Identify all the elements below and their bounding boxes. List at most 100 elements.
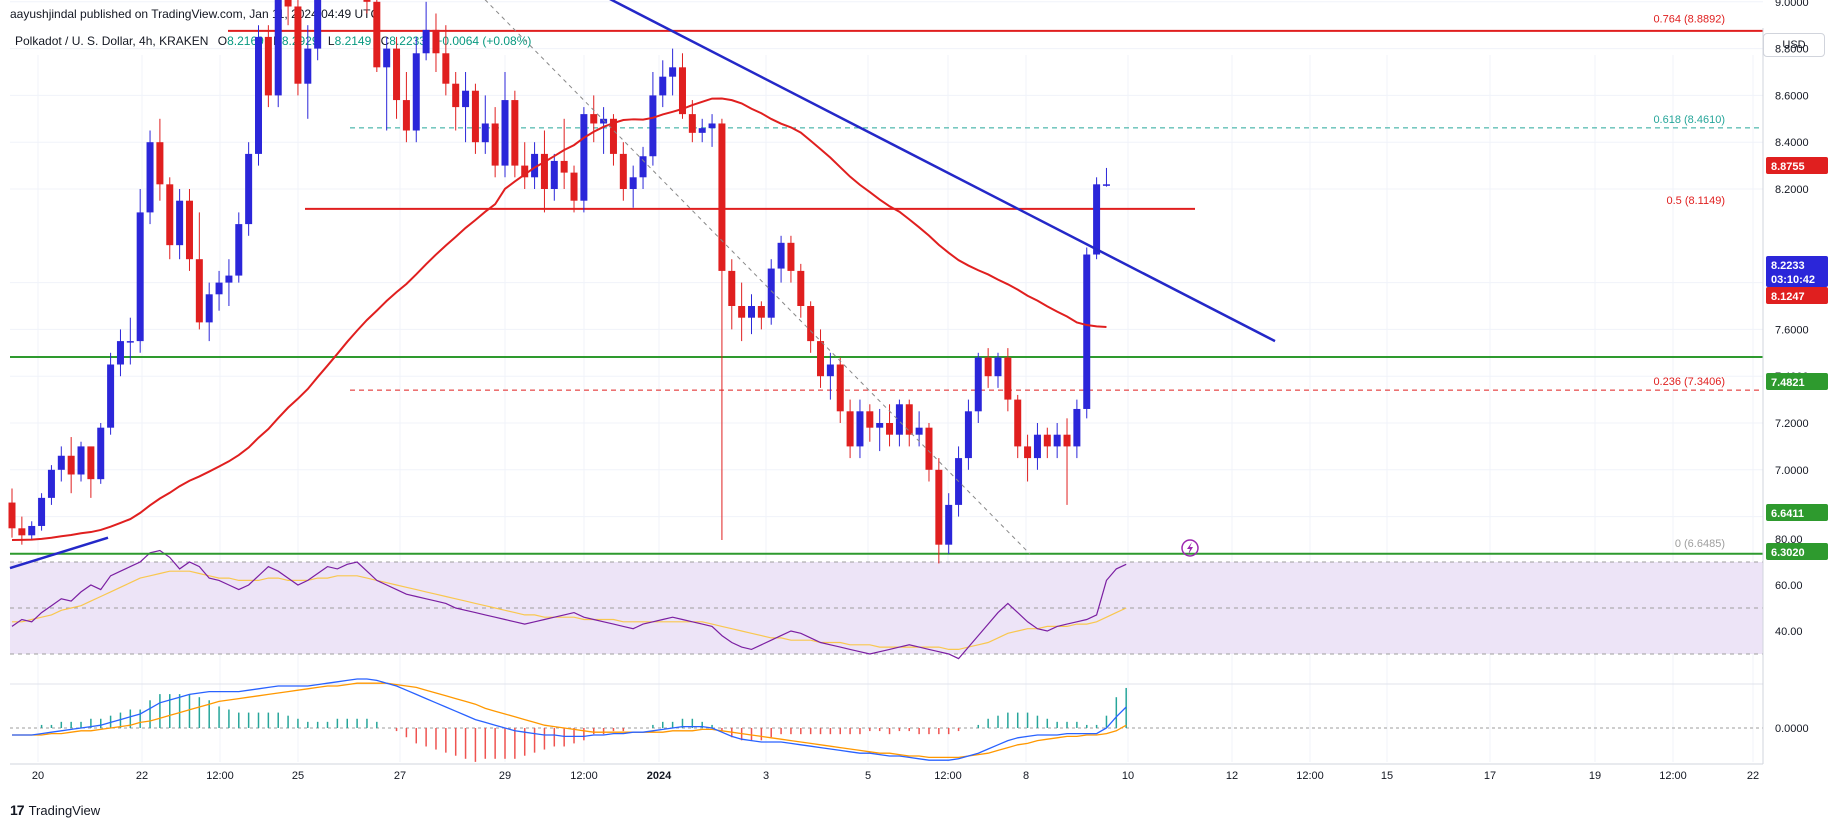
candle-body <box>876 423 884 428</box>
candle-body <box>925 427 933 470</box>
fib-label: 0.5 (8.1149) <box>1666 195 1725 207</box>
candle-body <box>264 36 272 96</box>
time-tick-label: 3 <box>763 770 769 782</box>
price-badge <box>1766 256 1828 273</box>
currency-button[interactable]: USD <box>1763 33 1825 57</box>
close-value: 8.2233 <box>389 34 426 48</box>
macd-line <box>12 678 1127 761</box>
candle-body <box>47 469 55 498</box>
candle-body <box>57 455 65 470</box>
candle-body <box>294 6 302 84</box>
candle-body <box>1033 434 1041 459</box>
publisher-line: aayushjindal published on TradingView.co… <box>10 7 380 21</box>
candle-body <box>471 90 479 143</box>
time-tick-label: 12:00 <box>570 770 598 782</box>
candle-body <box>590 114 598 124</box>
candle-body <box>422 29 430 54</box>
rsi-tick-label: 40.00 <box>1775 626 1803 638</box>
candle-body <box>185 200 193 260</box>
rsi-tick-label: 60.00 <box>1775 580 1803 592</box>
price-tick-label: 7.6000 <box>1775 324 1809 336</box>
candle-body <box>284 0 292 7</box>
time-tick-label: 29 <box>499 770 511 782</box>
candle-body <box>836 364 844 412</box>
fib-label: 0.764 (8.8892) <box>1653 14 1725 26</box>
uptrend-line <box>9 536 109 570</box>
candle-body <box>107 364 115 428</box>
candle-body <box>777 242 785 269</box>
candle-body <box>481 123 489 143</box>
price-tick-label: 8.6000 <box>1775 90 1809 102</box>
candle-body <box>649 95 657 157</box>
fib-label: 0.236 (7.3406) <box>1653 376 1725 388</box>
open-label: O <box>217 34 228 48</box>
candle-body <box>245 153 253 225</box>
time-tick-label: 27 <box>394 770 406 782</box>
fib-label: 0 (6.6485) <box>1675 538 1725 550</box>
rsi-pane <box>10 549 1763 660</box>
candle-body <box>767 268 775 318</box>
change-value: +0.0064 (+0.08%) <box>435 34 532 48</box>
time-tick-label: 22 <box>1747 770 1759 782</box>
price-badge-label: 03:10:42 <box>1771 274 1815 286</box>
candle-body <box>393 48 401 101</box>
open-value: 8.2169 <box>227 34 264 48</box>
candle-body <box>87 446 95 480</box>
candle-body <box>540 153 548 189</box>
time-tick-label: 5 <box>865 770 871 782</box>
downtrend-line <box>609 0 1276 343</box>
price-badge-label: 8.2233 <box>1771 260 1805 272</box>
price-tick-label: 8.4000 <box>1775 137 1809 149</box>
candle-body <box>846 411 854 447</box>
candle-body <box>974 357 982 412</box>
candle-body <box>826 364 834 377</box>
candle-body <box>688 114 696 133</box>
candle-body <box>67 455 75 475</box>
candle-body <box>1043 434 1051 447</box>
candle-body <box>1063 434 1071 447</box>
fib-diagonal <box>484 0 1031 555</box>
time-tick-label: 12 <box>1226 770 1238 782</box>
candle-body <box>807 306 815 342</box>
candle-body <box>1024 446 1032 459</box>
time-tick-label: 12:00 <box>1296 770 1324 782</box>
price-badge-label: 7.4821 <box>1771 377 1805 389</box>
price-badge-label: 8.8755 <box>1771 161 1805 173</box>
candle-body <box>669 67 677 77</box>
candle-body <box>235 224 243 276</box>
candle-body <box>915 427 923 435</box>
candle-body <box>97 427 105 480</box>
time-tick-label: 12:00 <box>206 770 234 782</box>
candle-body <box>678 67 686 115</box>
time-tick-label: 17 <box>1484 770 1496 782</box>
candle-body <box>895 404 903 435</box>
close-label: C <box>380 34 390 48</box>
candle-body <box>462 90 470 108</box>
lightning-icon[interactable] <box>1181 539 1199 557</box>
price-tick-label: 7.0000 <box>1775 465 1809 477</box>
time-axis: 20 22 12:00 25 27 29 12:00 2024 3 5 12:00 8 10 12 12:0… <box>10 763 1763 782</box>
candle-body <box>757 306 765 318</box>
candle-body <box>521 165 529 178</box>
candle-body <box>176 200 184 246</box>
low-label: L <box>327 34 335 48</box>
candle-body <box>452 83 460 108</box>
candle-body <box>225 275 233 283</box>
symbol-name: Polkadot / U. S. Dollar, 4h, KRAKEN <box>15 34 209 48</box>
price-chart[interactable]: 1 (9.5813)0.764 (8.8892)0.618 (8.4610)0.… <box>0 0 1835 800</box>
moving-average <box>11 97 1107 541</box>
time-tick-label: 15 <box>1381 770 1393 782</box>
candle-body <box>698 128 706 133</box>
candle-body <box>659 76 667 96</box>
fib-labels: 1 (9.5813)0.764 (8.8892)0.618 (8.4610)0.… <box>1653 14 1725 550</box>
candle-body <box>491 123 499 166</box>
candle-body <box>511 100 519 166</box>
tradingview-logo[interactable]: 17 TradingView <box>10 802 100 818</box>
candle-body <box>116 341 124 365</box>
candle-body <box>136 212 144 342</box>
candle-body <box>856 411 864 447</box>
macd-signal-line <box>12 682 1127 759</box>
time-tick-label: 22 <box>136 770 148 782</box>
price-badge <box>1766 543 1828 560</box>
candle-body <box>797 270 805 306</box>
